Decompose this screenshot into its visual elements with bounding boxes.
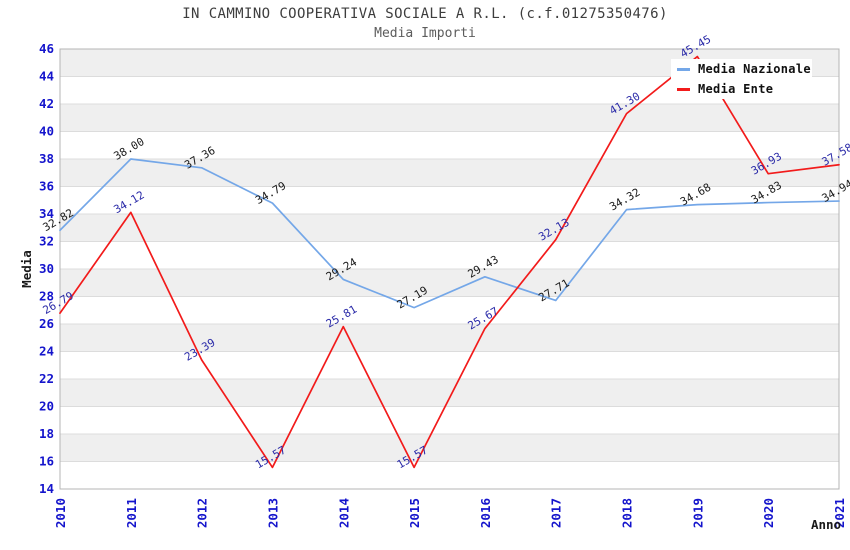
- y-tick-label: 34: [39, 206, 54, 221]
- series-line-media-nazionale: [59, 158, 840, 309]
- y-tick-label: 36: [39, 179, 54, 194]
- y-tick-label: 46: [39, 41, 54, 56]
- plot-band: [60, 324, 839, 352]
- chart-title: IN CAMMINO COOPERATIVA SOCIALE A R.L. (c…: [182, 6, 668, 22]
- plot-band: [60, 406, 839, 434]
- x-tick-label: 2021: [832, 498, 847, 528]
- plot-band: [60, 241, 839, 269]
- y-tick-label: 26: [39, 316, 54, 331]
- y-axis-title: Media: [19, 250, 34, 288]
- plot-band: [60, 131, 839, 159]
- x-tick-label: 2019: [690, 498, 705, 528]
- x-tick-label: 2020: [761, 498, 776, 528]
- y-tick-label: 40: [39, 124, 54, 139]
- y-tick-label: 24: [39, 344, 54, 359]
- plot-band: [60, 296, 839, 324]
- legend-swatch-media-ente: [677, 87, 690, 91]
- x-tick-label: 2011: [124, 498, 139, 528]
- x-tick-label: 2014: [336, 498, 351, 528]
- plot-band: [60, 214, 839, 242]
- legend-label-media-ente: Media Ente: [698, 82, 774, 96]
- x-tick-label: 2013: [265, 498, 280, 528]
- plot-band: [60, 461, 839, 489]
- y-tick-label: 18: [39, 426, 54, 441]
- y-tick-label: 16: [39, 454, 54, 469]
- plot-band: [60, 379, 839, 407]
- y-tick-label: 32: [39, 234, 54, 249]
- plot-band: [60, 104, 839, 132]
- x-tick-label: 2015: [407, 498, 422, 528]
- y-tick-label: 44: [39, 69, 54, 84]
- plot-band: [60, 434, 839, 462]
- plot-band: [60, 186, 839, 214]
- y-tick-label: 30: [39, 261, 54, 276]
- legend-label-media-nazionale: Media Nazionale: [698, 62, 811, 76]
- x-tick-label: 2017: [549, 498, 564, 528]
- legend-swatch-media-nazionale: [677, 67, 690, 71]
- plot-band: [60, 351, 839, 379]
- y-tick-label: 42: [39, 96, 54, 111]
- y-tick-label: 22: [39, 371, 54, 386]
- plot-band: [60, 159, 839, 187]
- y-tick-label: 28: [39, 289, 54, 304]
- y-tick-label: 14: [39, 481, 54, 496]
- x-axis-title: Anno: [811, 517, 841, 532]
- x-tick-label: 2010: [53, 498, 68, 528]
- plot-border: [59, 48, 840, 490]
- y-tick-label: 20: [39, 399, 54, 414]
- legend-item-media-nazionale: Media Nazionale: [671, 61, 812, 77]
- legend-item-media-ente: Media Ente: [671, 81, 812, 97]
- x-tick-label: 2018: [620, 498, 635, 528]
- x-tick-label: 2016: [478, 498, 493, 528]
- x-tick-label: 2012: [195, 498, 210, 528]
- chart-subtitle: Media Importi: [374, 26, 476, 41]
- y-tick-label: 38: [39, 151, 54, 166]
- legend: Media Nazionale Media Ente: [671, 59, 812, 99]
